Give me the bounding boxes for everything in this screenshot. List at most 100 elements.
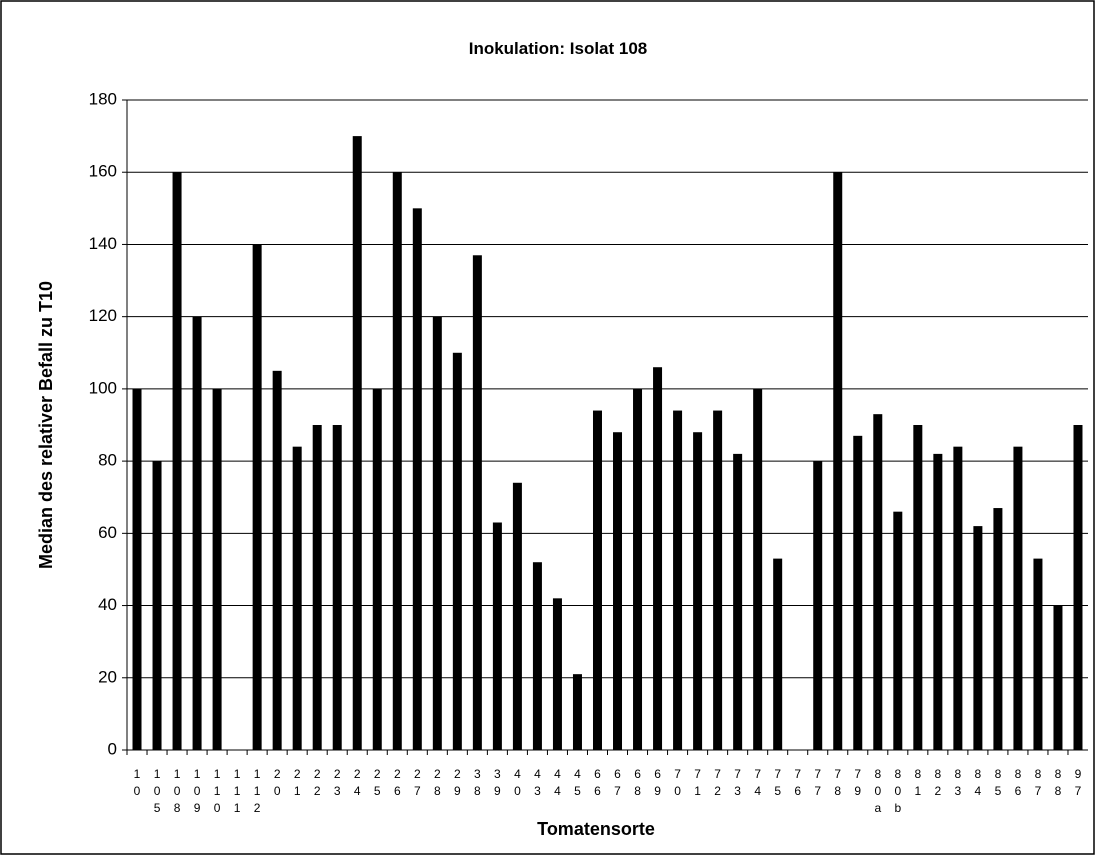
bar — [693, 432, 703, 750]
bar — [492, 522, 502, 750]
bar — [893, 511, 903, 750]
bar — [1033, 558, 1043, 750]
x-tick-label: 68 — [631, 767, 645, 801]
x-tick-label: 20 — [270, 767, 284, 801]
bar — [1013, 446, 1023, 750]
bar — [1053, 605, 1063, 750]
x-tick-label: 76 — [791, 767, 805, 801]
bar — [152, 461, 162, 750]
y-tick-label: 0 — [108, 739, 117, 758]
bar — [372, 388, 382, 750]
bar — [272, 370, 282, 750]
x-tick-label: 38 — [470, 767, 484, 801]
bar — [592, 410, 602, 750]
x-tick-label: 73 — [731, 767, 745, 801]
y-tick-label: 80 — [98, 451, 117, 470]
x-tick-label: 84 — [971, 767, 985, 801]
x-tick-label: 70 — [671, 767, 685, 801]
bar — [913, 425, 923, 750]
bar — [512, 482, 522, 750]
x-tick-label: 85 — [991, 767, 1005, 801]
bar — [853, 435, 863, 750]
x-tick-label: 109 — [190, 767, 204, 818]
bar — [653, 367, 663, 750]
x-tick-label: 66 — [590, 767, 604, 801]
bar — [993, 508, 1003, 750]
x-tick-label: 44 — [550, 767, 564, 801]
y-tick-label: 100 — [89, 378, 117, 397]
bar — [833, 172, 843, 750]
y-tick-label: 60 — [98, 523, 117, 542]
bar — [813, 461, 823, 750]
bar — [633, 388, 643, 750]
bar — [973, 526, 983, 750]
chart-title: Inokulation: Isolat 108 — [469, 39, 648, 58]
x-tick-label: 87 — [1031, 767, 1045, 801]
bar — [312, 425, 322, 750]
bar — [873, 414, 883, 750]
y-tick-label: 120 — [89, 306, 117, 325]
x-tick-label: 25 — [370, 767, 384, 801]
y-tick-label: 160 — [89, 162, 117, 181]
bar — [572, 674, 582, 750]
bar — [392, 172, 402, 750]
x-tick-label: 45 — [570, 767, 584, 801]
x-tick-label: 88 — [1051, 767, 1065, 801]
x-tick-label: 110 — [210, 767, 224, 818]
bar — [773, 558, 783, 750]
bar — [613, 432, 623, 750]
x-tick-label: 112 — [250, 767, 264, 818]
bar — [933, 453, 943, 750]
bar — [552, 598, 562, 750]
x-tick-label: 69 — [651, 767, 665, 801]
bar — [252, 244, 262, 750]
y-tick-label: 40 — [98, 595, 117, 614]
bar — [713, 410, 723, 750]
x-tick-label: 23 — [330, 767, 344, 801]
x-tick-label: 86 — [1011, 767, 1025, 801]
bar — [352, 136, 362, 751]
x-tick-label: 77 — [811, 767, 825, 801]
bar — [412, 208, 422, 751]
x-tick-label: 39 — [490, 767, 504, 801]
x-tick-label: 74 — [751, 767, 765, 801]
bar — [472, 255, 482, 750]
x-tick-label: 27 — [410, 767, 424, 801]
x-tick-label: 21 — [290, 767, 304, 801]
x-tick-label: 43 — [530, 767, 544, 801]
x-tick-label: 108 — [170, 767, 184, 818]
x-tick-label: 40 — [510, 767, 524, 801]
bar — [733, 453, 743, 750]
bar — [753, 388, 763, 750]
x-tick-label: 111 — [230, 767, 244, 818]
bar — [172, 172, 182, 750]
x-tick-label: 72 — [711, 767, 725, 801]
x-tick-label: 80a — [871, 767, 885, 818]
x-tick-label: 26 — [390, 767, 404, 801]
bar — [192, 316, 202, 750]
y-axis-label: Median des relativer Befall zu T10 — [36, 281, 56, 569]
x-tick-label: 75 — [771, 767, 785, 801]
x-tick-label: 80b — [891, 767, 905, 818]
x-tick-label: 79 — [851, 767, 865, 801]
x-tick-label: 78 — [831, 767, 845, 801]
x-tick-label: 105 — [150, 767, 164, 818]
bar — [132, 388, 142, 750]
x-tick-label: 83 — [951, 767, 965, 801]
bar — [953, 446, 963, 750]
bar — [452, 352, 462, 750]
bar — [332, 425, 342, 750]
x-tick-label: 71 — [691, 767, 705, 801]
bar — [292, 446, 302, 750]
x-axis-label: Tomatensorte — [537, 819, 655, 839]
x-tick-label: 28 — [430, 767, 444, 801]
x-tick-label: 22 — [310, 767, 324, 801]
x-tick-label: 29 — [450, 767, 464, 801]
x-tick-label: 10 — [130, 767, 144, 801]
y-tick-label: 20 — [98, 667, 117, 686]
x-tick-label: 97 — [1071, 767, 1085, 801]
x-tick-label: 24 — [350, 767, 364, 801]
x-tick-label: 81 — [911, 767, 925, 801]
